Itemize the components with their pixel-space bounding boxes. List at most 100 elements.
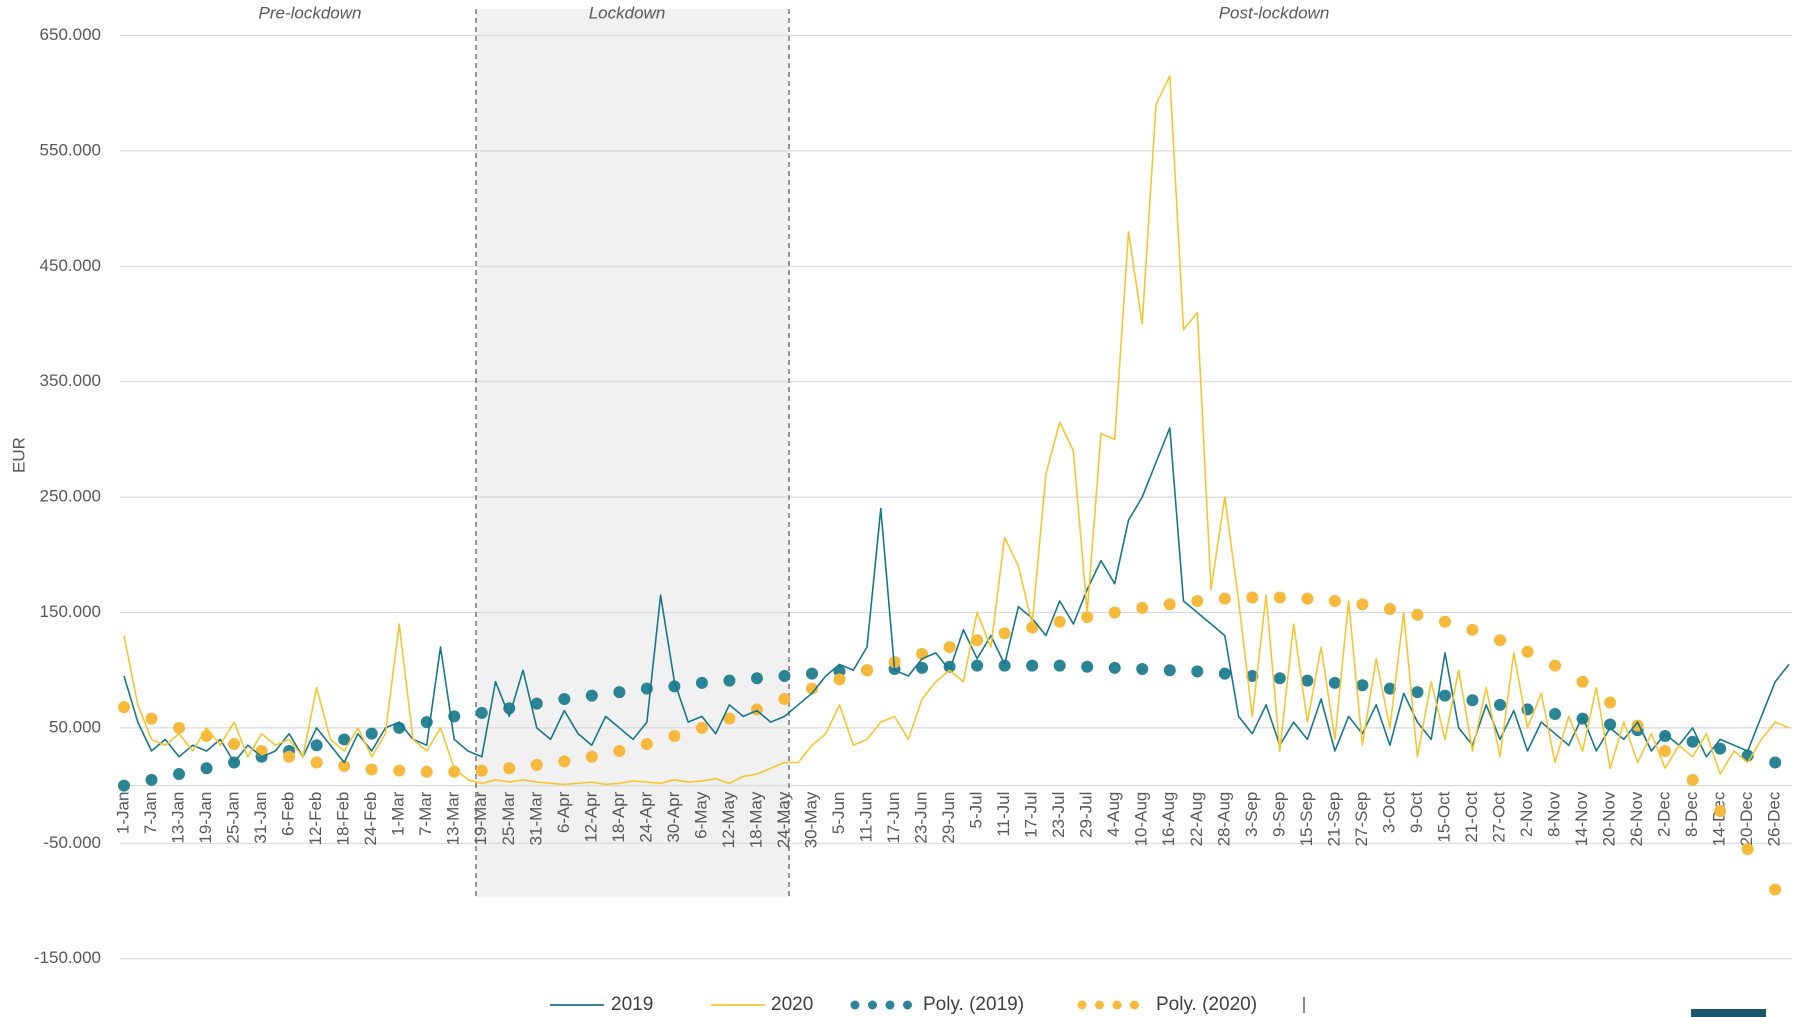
trend-dot bbox=[1136, 663, 1149, 676]
trend-dot bbox=[530, 697, 543, 710]
trend-dot bbox=[558, 755, 571, 768]
x-tick-label: 1-Mar bbox=[389, 791, 408, 836]
trend-dot bbox=[1081, 611, 1094, 624]
x-tick-label: 3-Sep bbox=[1242, 792, 1261, 837]
trend-dot bbox=[1494, 698, 1506, 711]
lockdown-shade bbox=[476, 9, 789, 897]
y-tick-label: 50.000 bbox=[49, 717, 101, 736]
x-tick-label: 26-Dec bbox=[1765, 791, 1784, 846]
trend-dot bbox=[585, 689, 598, 702]
legend-label: 2019 bbox=[611, 994, 653, 1015]
x-tick-label: 1-Jan bbox=[113, 792, 132, 835]
trend-dot bbox=[861, 664, 874, 677]
legend-swatch bbox=[850, 1000, 860, 1010]
y-tick-label: 250.000 bbox=[40, 487, 101, 506]
x-tick-label: 23-Jul bbox=[1049, 792, 1068, 838]
x-tick-label: 19-Jan bbox=[196, 792, 215, 844]
trend-dot bbox=[1301, 674, 1314, 687]
x-tick-label: 23-Jun bbox=[912, 792, 931, 844]
trend-dot bbox=[833, 673, 846, 686]
trend-dot bbox=[1521, 645, 1534, 658]
trend-dot bbox=[1356, 679, 1369, 692]
annotation: Lockdown bbox=[589, 3, 666, 22]
y-tick-label: 650.000 bbox=[40, 25, 101, 44]
corner-block bbox=[1691, 1009, 1766, 1017]
trend-dot bbox=[916, 661, 929, 674]
x-tick-label: 6-May bbox=[691, 791, 710, 839]
trend-dot bbox=[1604, 718, 1617, 731]
x-tick-label: 19-Mar bbox=[471, 791, 490, 845]
trend-dot bbox=[1328, 676, 1341, 689]
trend-dot bbox=[806, 667, 818, 680]
trend-dot bbox=[1466, 694, 1479, 707]
trend-dot bbox=[173, 721, 186, 734]
trend-dot bbox=[228, 738, 241, 751]
trend-dot bbox=[668, 729, 681, 742]
x-tick-label: 28-Aug bbox=[1214, 792, 1233, 847]
trend-dot bbox=[1769, 756, 1782, 769]
annotation: Post-lockdown bbox=[1219, 3, 1330, 22]
trend-dot bbox=[1081, 660, 1094, 673]
trend-dot bbox=[475, 706, 488, 719]
trend-dot bbox=[1686, 735, 1699, 748]
x-tick-label: 6-Apr bbox=[554, 791, 573, 833]
x-tick-label: 30-May bbox=[801, 791, 820, 848]
x-tick-label: 9-Sep bbox=[1269, 792, 1288, 837]
x-tick-label: 21-Oct bbox=[1462, 791, 1481, 842]
trend-dot bbox=[1383, 682, 1396, 695]
trend-dot bbox=[1549, 659, 1562, 672]
x-tick-label: 22-Aug bbox=[1187, 792, 1206, 847]
y-tick-label: 350.000 bbox=[40, 371, 101, 390]
trend-dot bbox=[145, 773, 158, 786]
x-tick-label: 15-Oct bbox=[1434, 791, 1453, 842]
trend-dot bbox=[420, 765, 433, 778]
series-line bbox=[123, 427, 1790, 764]
annotation: Pre-lockdown bbox=[259, 3, 362, 22]
trend-dot bbox=[173, 768, 186, 781]
trend-dot bbox=[1053, 659, 1066, 672]
trend-dot bbox=[338, 733, 351, 746]
trend-dot bbox=[365, 727, 378, 740]
x-tick-label: 11-Jun bbox=[857, 792, 876, 843]
trend-dot bbox=[1053, 615, 1066, 628]
trend-dot bbox=[1218, 667, 1231, 680]
y-tick-label: -150.000 bbox=[34, 948, 101, 967]
trend-dot bbox=[1549, 708, 1562, 721]
legend-swatch bbox=[903, 1000, 912, 1010]
x-tick-label: 25-Jan bbox=[224, 792, 243, 844]
x-tick-label: 8-Nov bbox=[1545, 791, 1564, 837]
trend-dot bbox=[1714, 804, 1727, 817]
legend-label: Poly. (2019) bbox=[923, 994, 1024, 1015]
trend-dot bbox=[1466, 623, 1479, 636]
trend-dot bbox=[338, 759, 351, 772]
x-tick-label: 7-Mar bbox=[416, 791, 435, 836]
legend-swatch bbox=[1130, 1000, 1139, 1010]
x-tick-label: 18-Feb bbox=[334, 792, 353, 846]
x-tick-label: 31-Jan bbox=[251, 792, 270, 844]
x-tick-label: 16-Aug bbox=[1159, 792, 1178, 847]
x-tick-label: 14-Dec bbox=[1710, 791, 1729, 846]
trend-dot bbox=[558, 693, 571, 706]
trend-dot bbox=[971, 634, 984, 647]
trend-dot bbox=[1301, 592, 1314, 605]
trend-dot bbox=[778, 693, 791, 706]
x-tick-label: 6-Feb bbox=[279, 792, 298, 836]
series-line bbox=[123, 75, 1790, 786]
x-tick-label: 13-Jan bbox=[169, 792, 188, 844]
x-tick-label: 17-Jul bbox=[1022, 792, 1041, 838]
x-tick-label: 9-Oct bbox=[1407, 791, 1426, 833]
trend-dot bbox=[1273, 672, 1286, 685]
trend-dot bbox=[145, 712, 158, 725]
x-tick-label: 7-Jan bbox=[141, 792, 160, 835]
trend-dot bbox=[943, 641, 956, 654]
x-tick-label: 5-Jun bbox=[829, 792, 848, 835]
trend-dot bbox=[365, 763, 378, 776]
trend-dot bbox=[1494, 634, 1506, 647]
trend-dot bbox=[1108, 606, 1121, 619]
x-tick-label: 5-Jul bbox=[967, 792, 986, 829]
x-tick-label: 20-Nov bbox=[1600, 791, 1619, 846]
y-tick-label: 450.000 bbox=[40, 256, 101, 275]
x-tick-label: 18-May bbox=[746, 791, 765, 848]
x-tick-label: 24-May bbox=[774, 791, 793, 848]
legend-swatch bbox=[868, 1000, 877, 1010]
